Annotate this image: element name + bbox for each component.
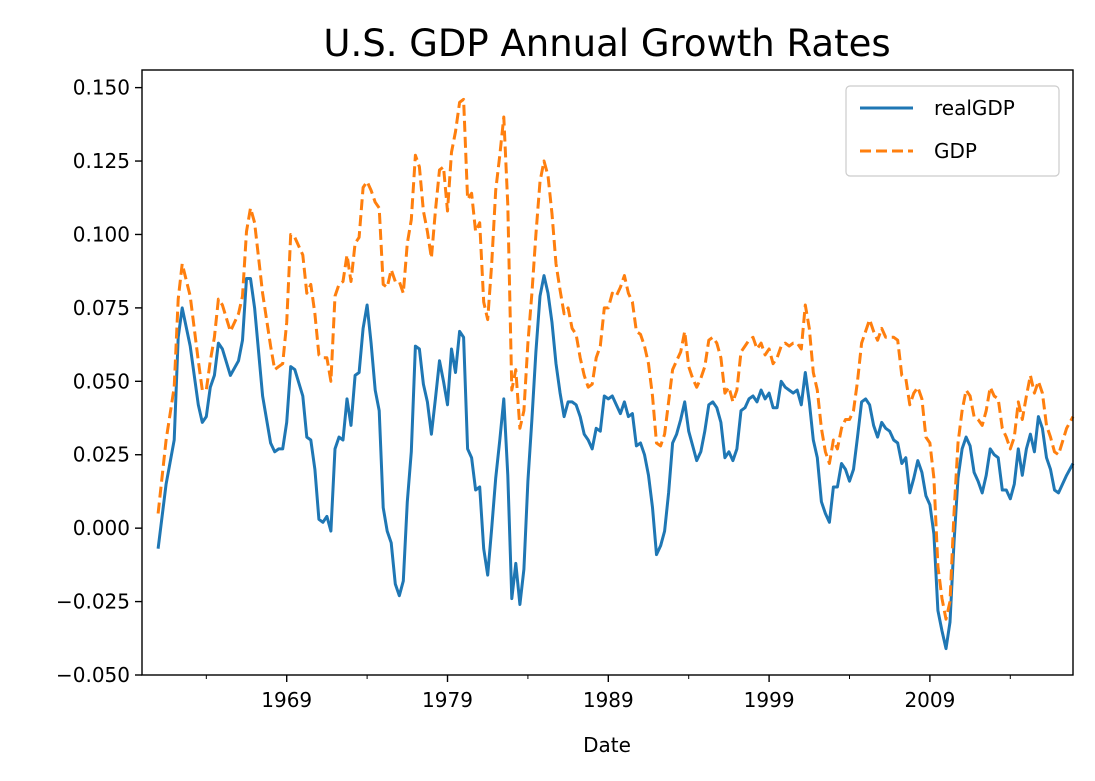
y-tick-label: −0.050	[56, 663, 130, 687]
x-axis-label: Date	[583, 733, 631, 757]
y-tick-label: 0.000	[73, 516, 130, 540]
legend-label-gdp: GDP	[934, 139, 977, 163]
y-tick-label: 0.050	[73, 369, 130, 393]
x-tick-label: 1979	[422, 688, 473, 712]
x-tick-label: 2009	[904, 688, 955, 712]
series-line-realgdp	[156, 274, 1075, 651]
y-tick-label: 0.125	[73, 149, 130, 173]
y-tick-label: 0.150	[73, 76, 130, 100]
x-tick-label: 1969	[261, 688, 312, 712]
x-axis: 1969 1979 1989 1999 2009	[205, 675, 1011, 712]
y-tick-label: 0.025	[73, 443, 130, 467]
plot-area	[141, 69, 1075, 676]
chart-title: U.S. GDP Annual Growth Rates	[323, 22, 890, 65]
legend: realGDP GDP	[845, 85, 1060, 177]
legend-label-realgdp: realGDP	[934, 96, 1015, 120]
series-layer	[156, 97, 1075, 651]
axes-frame	[141, 69, 1074, 676]
x-tick-label: 1999	[744, 688, 795, 712]
y-tick-label: 0.100	[73, 222, 130, 246]
y-tick-label: −0.025	[56, 590, 130, 614]
y-tick-label: 0.075	[73, 296, 130, 320]
series-line-gdp	[156, 97, 1075, 621]
x-tick-label: 1989	[583, 688, 634, 712]
y-axis: −0.050 −0.025 0.000 0.025 0.050 0.075 0.100 0.1…	[56, 76, 142, 687]
